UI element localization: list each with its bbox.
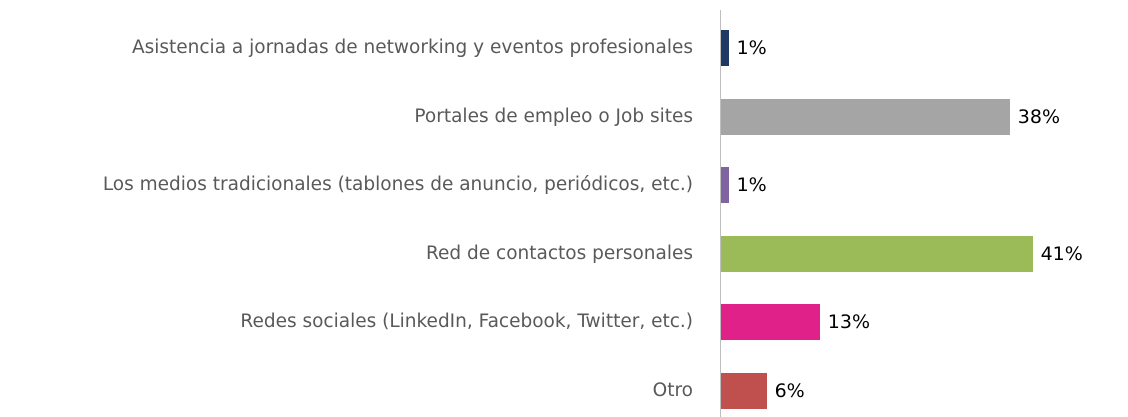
category-label: Portales de empleo o Job sites xyxy=(414,105,693,127)
data-label: 6% xyxy=(774,380,805,402)
data-label: 13% xyxy=(827,311,871,334)
data-label: 1% xyxy=(736,37,767,59)
category-label: Red de contactos personales xyxy=(425,242,693,264)
bar xyxy=(721,373,767,409)
data-label: 38% xyxy=(1017,105,1061,128)
category-label: Asistencia a jornadas de networking y ev… xyxy=(131,37,693,58)
data-label: 1% xyxy=(736,174,767,197)
bar xyxy=(721,98,1010,135)
bar xyxy=(721,30,729,66)
category-label: Otro xyxy=(652,380,693,401)
category-label: Redes sociales (LinkedIn, Facebook, Twit… xyxy=(240,311,693,333)
bar xyxy=(721,167,729,204)
category-axis xyxy=(720,10,721,417)
data-label: 41% xyxy=(1040,242,1083,265)
bar xyxy=(721,304,820,341)
bar xyxy=(721,235,1033,272)
category-label: Los medios tradicionales (tablones de an… xyxy=(102,174,693,196)
